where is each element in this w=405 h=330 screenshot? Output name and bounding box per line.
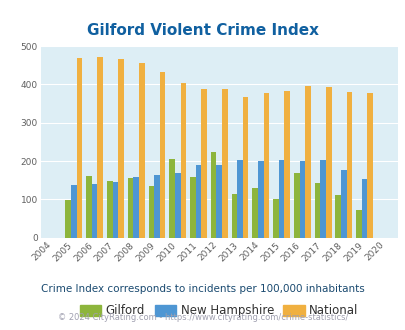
Text: © 2024 CityRating.com - https://www.cityrating.com/crime-statistics/: © 2024 CityRating.com - https://www.city… [58,313,347,322]
Bar [128,178,133,238]
Bar [112,182,118,238]
Bar [231,194,237,238]
Text: Gilford Violent Crime Index: Gilford Violent Crime Index [87,23,318,38]
Bar [133,177,139,238]
Bar [86,176,92,238]
Bar [118,59,124,238]
Bar [252,188,257,238]
Bar [148,186,154,238]
Bar [305,85,310,238]
Bar [237,160,242,238]
Bar [77,58,82,238]
Bar [222,89,227,238]
Bar [180,82,185,238]
Bar [97,56,103,238]
Bar [355,210,361,238]
Bar [299,161,305,238]
Bar [320,160,325,238]
Bar [242,97,248,238]
Bar [361,180,367,238]
Bar [169,159,175,238]
Bar [273,199,278,238]
Bar [340,170,346,238]
Bar [159,72,165,238]
Text: Crime Index corresponds to incidents per 100,000 inhabitants: Crime Index corresponds to incidents per… [41,284,364,294]
Bar [335,195,340,238]
Bar [107,181,112,238]
Bar [65,200,71,238]
Bar [92,184,97,238]
Bar [367,92,372,238]
Bar [175,173,180,238]
Bar [216,165,222,238]
Bar [314,183,320,238]
Legend: Gilford, New Hampshire, National: Gilford, New Hampshire, National [76,301,361,321]
Bar [154,175,159,238]
Bar [201,89,207,238]
Bar [284,91,289,238]
Bar [210,152,216,238]
Bar [71,185,77,238]
Bar [257,161,263,238]
Bar [195,165,201,238]
Bar [346,92,352,238]
Bar [139,63,144,238]
Bar [263,93,269,238]
Bar [293,173,299,238]
Bar [325,87,331,238]
Bar [190,177,195,238]
Bar [278,160,284,238]
